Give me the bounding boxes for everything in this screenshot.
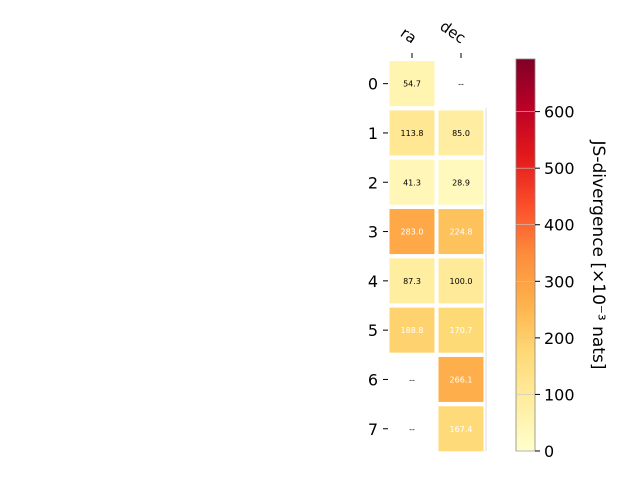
column-label-dec: dec xyxy=(437,17,469,47)
colorbar-tick-label: 600 xyxy=(544,103,575,122)
column-label-ra: ra xyxy=(397,24,420,48)
heatmap-cell xyxy=(389,110,435,156)
cell-value-label: 113.8 xyxy=(401,129,424,138)
heatmap-cell xyxy=(438,110,484,156)
heatmap-cell xyxy=(438,406,484,452)
heatmap-cell xyxy=(438,307,484,353)
cell-value-label: 85.0 xyxy=(452,129,470,138)
cell-value-label: 28.9 xyxy=(452,178,470,187)
heatmap-cell xyxy=(389,307,435,353)
cell-value-label: 87.3 xyxy=(403,277,421,286)
cell-value-label: 41.3 xyxy=(403,178,421,187)
colorbar xyxy=(515,58,536,452)
cell-value-label: -- xyxy=(409,425,415,434)
row-label-5: 5 xyxy=(368,321,378,340)
heatmap-cell xyxy=(389,159,435,205)
cell-value-label: 266.1 xyxy=(450,375,473,384)
heatmap-cell xyxy=(389,258,435,304)
row-label-3: 3 xyxy=(368,223,378,242)
cell-value-label: 100.0 xyxy=(450,277,473,286)
colorbar-tick-label: 100 xyxy=(544,385,575,404)
row-label-7: 7 xyxy=(368,420,378,439)
cell-value-label: 54.7 xyxy=(403,80,421,89)
colorbar-tick-label: 200 xyxy=(544,329,575,348)
cell-value-label: 224.8 xyxy=(450,228,473,237)
row-labels: 0 1 2 3 4 5 6 7 xyxy=(368,75,388,439)
cell-value-label: -- xyxy=(409,375,415,384)
colorbar-label: JS-divergence [×10⁻³ nats] xyxy=(588,140,608,370)
heatmap-cell xyxy=(438,159,484,205)
cell-value-label: 170.7 xyxy=(450,326,473,335)
cell-value-label: -- xyxy=(458,80,464,89)
row-label-4: 4 xyxy=(368,272,378,291)
heatmap-cell xyxy=(389,61,435,107)
cell-value-label: 283.0 xyxy=(401,228,424,237)
row-label-6: 6 xyxy=(368,370,378,389)
row-label-2: 2 xyxy=(368,173,378,192)
colorbar-tick-label: 0 xyxy=(544,442,554,461)
heatmap-cell xyxy=(438,258,484,304)
heatmap-cells: 54.7 -- 113.8 85.0 41.3 28.9 283.0 224.8 87.3 100… xyxy=(389,61,487,452)
colorbar-tick-label: 300 xyxy=(544,272,575,291)
column-labels: ra dec xyxy=(397,17,469,58)
heatmap-cell xyxy=(438,356,484,402)
row-label-0: 0 xyxy=(368,75,378,94)
colorbar-tick-label: 500 xyxy=(544,159,575,178)
row-label-1: 1 xyxy=(368,124,378,143)
cell-value-label: 188.8 xyxy=(401,326,424,335)
heatmap-cell xyxy=(438,209,484,255)
cell-value-label: 167.4 xyxy=(450,425,473,434)
colorbar-tick-label: 400 xyxy=(544,216,575,235)
colorbar-ticks: 0 100 200 300 400 500 600 xyxy=(516,103,575,461)
heatmap-cell xyxy=(389,209,435,255)
